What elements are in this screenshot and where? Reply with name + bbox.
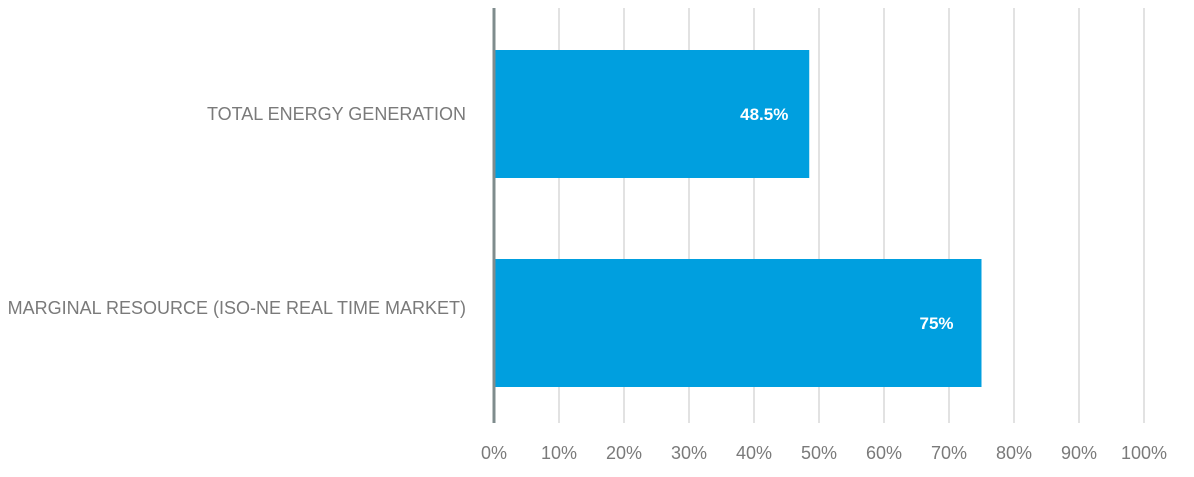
bar-1 [494,259,982,387]
data-label-1: 75% [919,314,953,333]
x-tick-label-90: 90% [1061,443,1097,463]
category-label-marginal-resource: MARGINAL RESOURCE (ISO-NE REAL TIME MARK… [7,298,466,318]
x-tick-label-70: 70% [931,443,967,463]
x-tick-label-60: 60% [866,443,902,463]
tick-label-layer: 0% 10% 20% 30% 40% 50% 60% 70% 80% 90% 100% [481,443,1167,463]
x-tick-label-50: 50% [801,443,837,463]
bar-layer: 48.5% 75% [494,50,982,387]
x-tick-label-10: 10% [541,443,577,463]
x-tick-label-30: 30% [671,443,707,463]
data-label-0: 48.5% [740,105,788,124]
x-tick-label-0: 0% [481,443,507,463]
x-tick-label-20: 20% [606,443,642,463]
x-tick-label-40: 40% [736,443,772,463]
category-label-total-energy-generation: TOTAL ENERGY GENERATION [206,104,466,124]
x-tick-label-80: 80% [996,443,1032,463]
bar-0 [494,50,810,178]
x-tick-label-100: 100% [1121,443,1167,463]
